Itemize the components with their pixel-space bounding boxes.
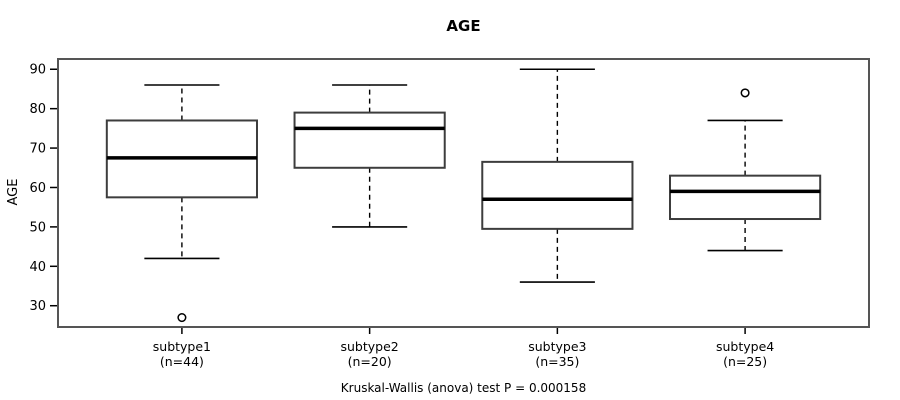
x-group-label: subtype2 [341, 339, 399, 354]
y-tick-label: 90 [29, 63, 46, 78]
x-group-label: subtype4 [716, 339, 774, 354]
outlier-point-subtype4 [740, 88, 750, 98]
box-subtype2 [293, 111, 446, 169]
x-group-label: subtype1 [153, 339, 211, 354]
y-tick-label: 40 [29, 260, 46, 275]
x-group-sublabel: (n=20) [348, 354, 392, 369]
box-subtype3 [481, 160, 634, 230]
chart-title: AGE [446, 17, 481, 35]
x-group-sublabel: (n=25) [723, 354, 767, 369]
x-group-sublabel: (n=44) [160, 354, 204, 369]
y-tick-label: 70 [29, 142, 46, 157]
y-tick-label: 60 [29, 181, 46, 196]
y-tick-label: 30 [29, 299, 46, 314]
outlier-point-subtype1 [177, 312, 187, 323]
plot-frame [57, 58, 870, 328]
stats-caption: Kruskal-Wallis (anova) test P = 0.000158 [340, 381, 587, 395]
y-tick-label: 50 [29, 220, 46, 235]
y-tick-label: 80 [29, 102, 46, 117]
x-group-label: subtype3 [528, 339, 586, 354]
box-subtype4 [669, 174, 822, 221]
x-group-sublabel: (n=35) [535, 354, 579, 369]
